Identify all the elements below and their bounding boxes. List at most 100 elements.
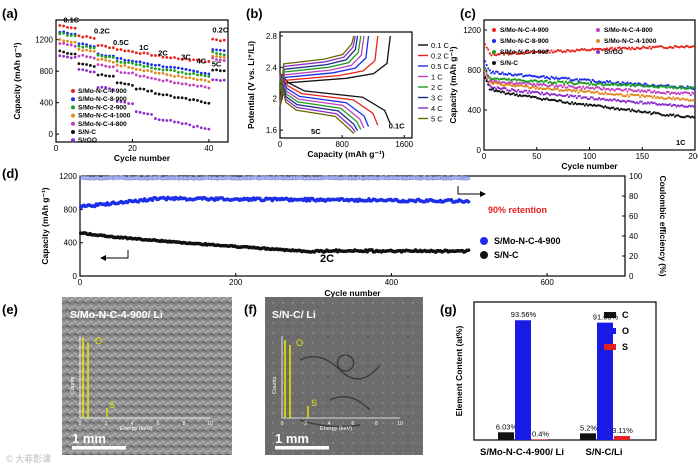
data-point-c-6 bbox=[659, 113, 662, 116]
data-point-c-4 bbox=[506, 78, 509, 81]
data-point-c-6 bbox=[572, 103, 575, 106]
data-point-a-0 bbox=[192, 58, 196, 62]
data-point-a-1 bbox=[81, 42, 85, 46]
data-point-a-3 bbox=[218, 55, 222, 59]
data-point-a-4 bbox=[104, 64, 108, 68]
data-point-c-6 bbox=[566, 101, 569, 104]
data-point-c-3 bbox=[510, 84, 514, 87]
data-point-a-4 bbox=[123, 71, 127, 75]
legend-label-d: S/N-C bbox=[494, 250, 519, 260]
data-point-a-2 bbox=[77, 44, 81, 48]
data-point-c-2 bbox=[552, 76, 555, 79]
data-point-a-0 bbox=[89, 36, 92, 39]
data-point-c-5 bbox=[602, 97, 605, 100]
data-point-c-1 bbox=[556, 85, 559, 88]
x-axis-label-a: Cycle number bbox=[114, 153, 171, 163]
data-point-a-2 bbox=[142, 65, 146, 68]
data-point-a-4 bbox=[218, 58, 222, 62]
data-point-a-6 bbox=[184, 122, 188, 126]
data-point-c-3 bbox=[673, 98, 677, 101]
data-point-c-2 bbox=[553, 77, 556, 80]
legend-marker-a bbox=[71, 97, 75, 102]
data-point-c-6 bbox=[667, 114, 670, 117]
data-point-c-4 bbox=[548, 80, 552, 83]
data-point-c-6 bbox=[635, 110, 639, 113]
data-point-a-2 bbox=[123, 61, 127, 65]
data-point-c-4 bbox=[586, 82, 590, 85]
discharge-curve-b-3 bbox=[279, 75, 365, 129]
sem-panel-f: S/N-C/ Li O S Counts Energy (keV) 0 2 4 6 8 1… bbox=[265, 297, 423, 455]
data-point-c-2 bbox=[570, 79, 574, 82]
data-point-c-0 bbox=[634, 48, 637, 51]
data-point-c-2 bbox=[604, 81, 607, 84]
data-point-c-4 bbox=[640, 83, 643, 86]
data-point-c-4 bbox=[637, 83, 640, 87]
data-point-a-1 bbox=[203, 71, 207, 75]
eds-tick-f: 8 bbox=[375, 421, 378, 427]
data-point-a-4 bbox=[203, 85, 207, 89]
data-point-c-0 bbox=[629, 48, 632, 51]
data-point-c-4 bbox=[566, 82, 569, 85]
data-point-a-0 bbox=[104, 44, 108, 48]
data-point-a-3 bbox=[146, 69, 150, 72]
data-point-a-5 bbox=[150, 89, 153, 93]
data-point-c-6 bbox=[683, 116, 686, 119]
plot-frame-a bbox=[55, 19, 229, 143]
data-point-a-5 bbox=[96, 73, 100, 77]
data-point-c-0 bbox=[509, 52, 512, 55]
data-point-c-0 bbox=[506, 51, 509, 55]
data-point-a-2 bbox=[81, 45, 85, 49]
scale-bar-e bbox=[72, 446, 126, 450]
data-point-c-1 bbox=[667, 90, 670, 93]
data-point-c-2 bbox=[548, 77, 552, 81]
data-point-a-0 bbox=[58, 24, 62, 27]
data-point-c-1 bbox=[640, 89, 643, 92]
x-tick-label-d: 400 bbox=[385, 278, 399, 287]
data-point-c-2 bbox=[490, 72, 493, 75]
y-tick-label-a: 1200 bbox=[35, 36, 53, 45]
data-point-c-0 bbox=[555, 50, 558, 53]
sem-image-e bbox=[62, 297, 232, 455]
data-point-d-1 bbox=[466, 248, 471, 252]
data-point-c-5 bbox=[672, 103, 675, 107]
data-point-a-3 bbox=[161, 71, 165, 75]
x-tick-label-b: 800 bbox=[335, 140, 349, 149]
data-point-c-1 bbox=[624, 88, 627, 91]
rate-label-a: 3C bbox=[181, 52, 191, 61]
data-point-c-0 bbox=[536, 50, 539, 53]
data-point-c-4 bbox=[570, 81, 574, 84]
data-point-c-2 bbox=[569, 79, 572, 82]
data-label-g: 3.11% bbox=[612, 426, 633, 435]
data-point-c-0 bbox=[654, 45, 658, 48]
data-point-a-0 bbox=[100, 43, 104, 47]
data-point-c-6 bbox=[637, 109, 640, 112]
data-point-a-5 bbox=[192, 98, 196, 101]
data-point-c-2 bbox=[578, 78, 582, 81]
data-point-a-3 bbox=[77, 47, 81, 51]
data-point-c-0 bbox=[578, 48, 582, 52]
data-point-a-0 bbox=[92, 37, 96, 40]
data-point-a-4 bbox=[69, 43, 73, 47]
data-point-c-5 bbox=[640, 100, 643, 103]
data-point-c-5 bbox=[488, 84, 491, 87]
data-point-a-0 bbox=[77, 34, 81, 38]
data-point-c-6 bbox=[612, 106, 615, 109]
data-point-c-1 bbox=[692, 92, 696, 95]
data-point-c-2 bbox=[539, 75, 542, 78]
data-point-a-2 bbox=[131, 61, 134, 65]
data-point-c-1 bbox=[639, 90, 642, 93]
data-point-a-5 bbox=[153, 92, 157, 95]
legend-label-b: 0.5 C bbox=[431, 62, 450, 71]
data-point-a-0 bbox=[157, 53, 161, 57]
data-point-c-5 bbox=[654, 102, 658, 105]
arrow-ce-d bbox=[457, 186, 484, 195]
legend-label-g: S bbox=[622, 342, 628, 352]
data-point-a-6 bbox=[127, 102, 131, 105]
data-point-c-5 bbox=[596, 98, 599, 101]
data-point-a-4 bbox=[146, 76, 150, 79]
data-point-a-6 bbox=[176, 120, 180, 124]
data-point-c-3 bbox=[632, 93, 635, 96]
category-label-g: S/Mo-N-C-4-900/ Li bbox=[480, 447, 564, 458]
data-point-c-4 bbox=[517, 78, 520, 81]
data-point-c-4 bbox=[589, 82, 593, 85]
